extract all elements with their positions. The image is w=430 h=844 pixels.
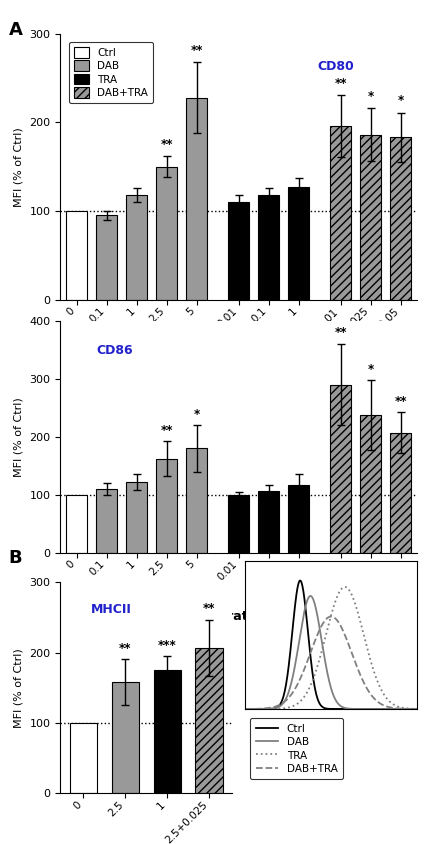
Bar xyxy=(66,495,87,553)
Bar xyxy=(186,448,207,553)
Bar xyxy=(258,195,280,300)
Text: *: * xyxy=(368,363,374,376)
Text: ***: *** xyxy=(158,639,177,652)
Text: **: ** xyxy=(335,77,347,89)
Bar xyxy=(66,211,87,300)
Text: **: ** xyxy=(119,641,132,655)
Bar xyxy=(390,433,412,553)
Bar xyxy=(258,490,280,553)
Text: **: ** xyxy=(394,395,407,408)
Bar xyxy=(154,670,181,793)
Bar xyxy=(156,167,178,300)
Bar xyxy=(288,485,310,553)
Y-axis label: MFI (% of Ctrl): MFI (% of Ctrl) xyxy=(14,397,24,477)
Bar xyxy=(390,138,412,300)
Bar xyxy=(126,482,147,553)
X-axis label: Concentration (μM): Concentration (μM) xyxy=(170,357,307,371)
Bar xyxy=(360,415,381,553)
Text: A: A xyxy=(9,21,22,39)
Text: CD80: CD80 xyxy=(317,60,354,73)
Bar xyxy=(96,215,117,300)
Bar xyxy=(228,495,249,553)
Bar xyxy=(70,723,97,793)
Text: **: ** xyxy=(190,44,203,57)
Y-axis label: MFI (% of Ctrl): MFI (% of Ctrl) xyxy=(14,127,24,207)
Bar xyxy=(96,489,117,553)
Text: **: ** xyxy=(160,424,173,437)
Bar xyxy=(330,385,351,553)
Text: B: B xyxy=(9,549,22,566)
Bar xyxy=(112,682,139,793)
Bar xyxy=(196,648,223,793)
Bar xyxy=(156,459,178,553)
Bar xyxy=(330,126,351,300)
Legend: Ctrl, DAB, TRA, DAB+TRA: Ctrl, DAB, TRA, DAB+TRA xyxy=(69,41,153,103)
Bar xyxy=(288,187,310,300)
Text: **: ** xyxy=(203,603,215,615)
Y-axis label: MFI (% of Ctrl): MFI (% of Ctrl) xyxy=(14,648,24,728)
Bar xyxy=(186,98,207,300)
Legend: Ctrl, DAB, TRA, DAB+TRA: Ctrl, DAB, TRA, DAB+TRA xyxy=(250,718,343,779)
Text: **: ** xyxy=(160,138,173,151)
Text: *: * xyxy=(194,408,200,420)
Text: **: ** xyxy=(335,327,347,339)
Text: MHCII: MHCII xyxy=(91,603,132,616)
Text: CD86: CD86 xyxy=(96,344,132,357)
X-axis label: Concentration (μM): Concentration (μM) xyxy=(170,610,307,624)
Text: *: * xyxy=(368,89,374,103)
Text: *: * xyxy=(397,95,404,107)
Bar xyxy=(126,195,147,300)
Bar xyxy=(360,135,381,300)
Bar xyxy=(228,202,249,300)
